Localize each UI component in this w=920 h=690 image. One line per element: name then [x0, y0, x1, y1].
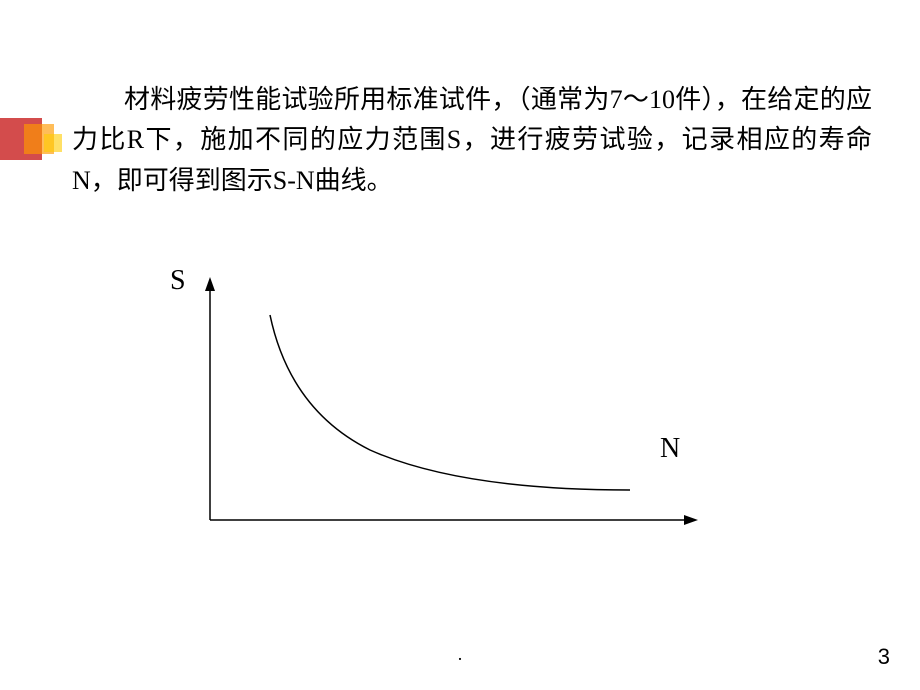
main-paragraph: 材料疲劳性能试验所用标准试件，（通常为7～10件），在给定的应力比R下，施加不同…	[72, 80, 872, 201]
slide-accent-decoration	[0, 118, 72, 160]
footer-dot: .	[458, 644, 463, 665]
sn-curve-chart: S N	[160, 265, 720, 545]
page-number: 3	[878, 644, 890, 670]
sn-curve	[270, 315, 630, 490]
x-axis-label: N	[660, 433, 680, 465]
x-axis-arrow	[684, 515, 698, 525]
accent-yellow-square	[44, 134, 62, 152]
y-axis-label: S	[170, 265, 186, 297]
y-axis-arrow	[205, 277, 215, 291]
chart-svg	[160, 265, 720, 545]
